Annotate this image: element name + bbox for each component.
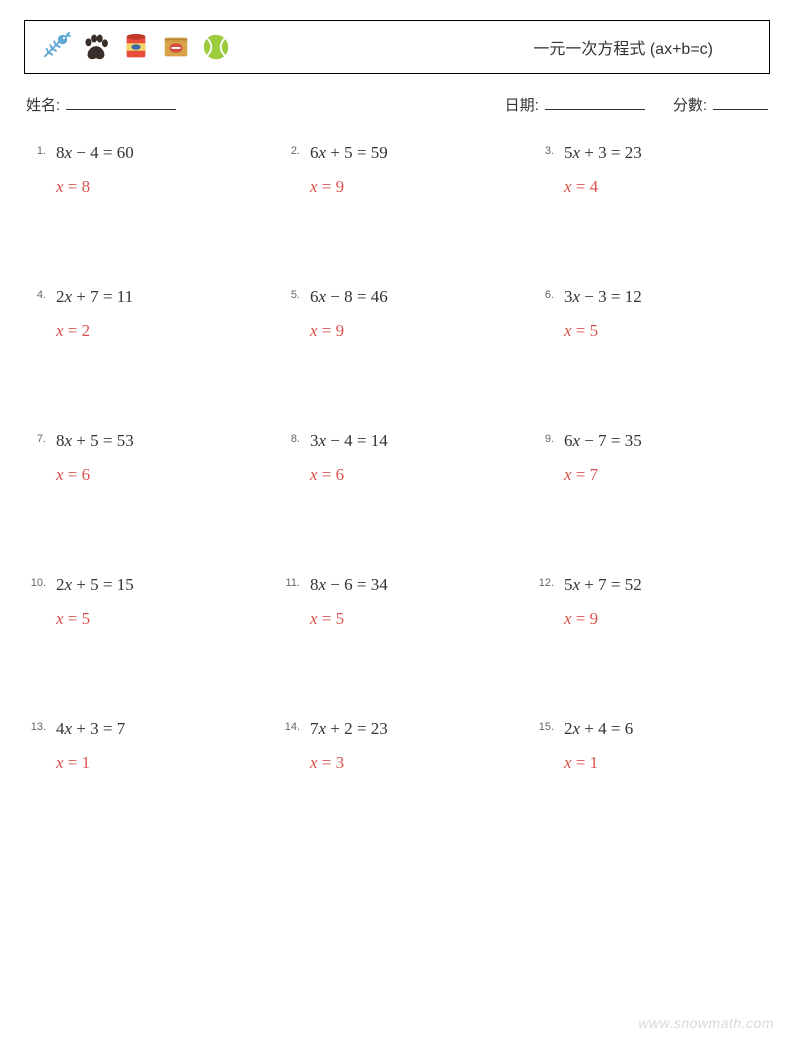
watermark: www.snowmath.com: [638, 1015, 774, 1031]
problem-equation: 7x + 2 = 23: [310, 719, 388, 739]
problem-content: 2x + 4 = 6 x = 1: [564, 719, 633, 773]
date-blank: [545, 96, 645, 110]
problem-item: 10. 2x + 5 = 15 x = 5: [26, 575, 260, 629]
problem-item: 9. 6x − 7 = 35 x = 7: [534, 431, 768, 485]
problem-number: 5.: [280, 287, 300, 301]
problem-content: 8x − 6 = 34 x = 5: [310, 575, 388, 629]
problem-answer: x = 7: [564, 465, 642, 485]
problem-equation: 6x − 7 = 35: [564, 431, 642, 451]
problem-answer: x = 8: [56, 177, 134, 197]
problem-answer: x = 1: [56, 753, 125, 773]
problem-item: 2. 6x + 5 = 59 x = 9: [280, 143, 514, 197]
problem-equation: 2x + 5 = 15: [56, 575, 134, 595]
problem-answer: x = 5: [564, 321, 642, 341]
problem-answer: x = 4: [564, 177, 642, 197]
problem-content: 2x + 5 = 15 x = 5: [56, 575, 134, 629]
problem-content: 5x + 3 = 23 x = 4: [564, 143, 642, 197]
problem-equation: 8x − 6 = 34: [310, 575, 388, 595]
problem-number: 6.: [534, 287, 554, 301]
problem-equation: 8x − 4 = 60: [56, 143, 134, 163]
info-row: 姓名: 日期: 分數:: [24, 94, 770, 115]
problem-item: 7. 8x + 5 = 53 x = 6: [26, 431, 260, 485]
problem-number: 11.: [280, 575, 300, 589]
problem-equation: 6x − 8 = 46: [310, 287, 388, 307]
problem-item: 14. 7x + 2 = 23 x = 3: [280, 719, 514, 773]
tennis-ball-icon: [201, 32, 231, 62]
score-blank: [713, 96, 768, 110]
problem-number: 4.: [26, 287, 46, 301]
problem-content: 6x − 8 = 46 x = 9: [310, 287, 388, 341]
problem-content: 6x − 7 = 35 x = 7: [564, 431, 642, 485]
problem-content: 8x + 5 = 53 x = 6: [56, 431, 134, 485]
problem-content: 3x − 4 = 14 x = 6: [310, 431, 388, 485]
problem-answer: x = 9: [564, 609, 642, 629]
problems-grid: 1. 8x − 4 = 60 x = 8 2. 6x + 5 = 59 x = 9 3. 5x…: [24, 143, 770, 773]
problem-content: 7x + 2 = 23 x = 3: [310, 719, 388, 773]
problem-equation: 3x − 4 = 14: [310, 431, 388, 451]
problem-answer: x = 5: [56, 609, 134, 629]
problem-equation: 5x + 3 = 23: [564, 143, 642, 163]
problem-item: 1. 8x − 4 = 60 x = 8: [26, 143, 260, 197]
date-label: 日期:: [505, 94, 539, 115]
problem-content: 6x + 5 = 59 x = 9: [310, 143, 388, 197]
problem-number: 14.: [280, 719, 300, 733]
problem-item: 13. 4x + 3 = 7 x = 1: [26, 719, 260, 773]
problem-number: 15.: [534, 719, 554, 733]
can-icon: [121, 32, 151, 62]
problem-equation: 4x + 3 = 7: [56, 719, 125, 739]
fish-bone-icon: [41, 32, 71, 62]
score-label: 分數:: [673, 94, 707, 115]
name-label: 姓名:: [26, 94, 60, 115]
worksheet-page: 一元一次方程式 (ax+b=c) 姓名: 日期: 分數: 1. 8x − 4 = …: [0, 0, 794, 793]
problem-answer: x = 9: [310, 321, 388, 341]
problem-number: 10.: [26, 575, 46, 589]
problem-item: 5. 6x − 8 = 46 x = 9: [280, 287, 514, 341]
problem-item: 15. 2x + 4 = 6 x = 1: [534, 719, 768, 773]
worksheet-title: 一元一次方程式 (ax+b=c): [533, 35, 753, 59]
problem-content: 4x + 3 = 7 x = 1: [56, 719, 125, 773]
problem-answer: x = 5: [310, 609, 388, 629]
problem-item: 3. 5x + 3 = 23 x = 4: [534, 143, 768, 197]
problem-number: 7.: [26, 431, 46, 445]
problem-equation: 5x + 7 = 52: [564, 575, 642, 595]
problem-equation: 2x + 7 = 11: [56, 287, 133, 307]
date-score-fields: 日期: 分數:: [505, 94, 768, 115]
problem-answer: x = 1: [564, 753, 633, 773]
problem-content: 2x + 7 = 11 x = 2: [56, 287, 133, 341]
problem-answer: x = 6: [310, 465, 388, 485]
problem-item: 8. 3x − 4 = 14 x = 6: [280, 431, 514, 485]
header-box: 一元一次方程式 (ax+b=c): [24, 20, 770, 74]
problem-answer: x = 2: [56, 321, 133, 341]
problem-answer: x = 3: [310, 753, 388, 773]
name-field: 姓名:: [26, 94, 176, 115]
name-blank: [66, 96, 176, 110]
problem-equation: 8x + 5 = 53: [56, 431, 134, 451]
problem-number: 1.: [26, 143, 46, 157]
box-icon: [161, 32, 191, 62]
paw-icon: [81, 32, 111, 62]
problem-number: 13.: [26, 719, 46, 733]
problem-content: 3x − 3 = 12 x = 5: [564, 287, 642, 341]
problem-number: 8.: [280, 431, 300, 445]
problem-item: 6. 3x − 3 = 12 x = 5: [534, 287, 768, 341]
problem-equation: 2x + 4 = 6: [564, 719, 633, 739]
problem-answer: x = 9: [310, 177, 388, 197]
problem-number: 9.: [534, 431, 554, 445]
problem-equation: 3x − 3 = 12: [564, 287, 642, 307]
problem-answer: x = 6: [56, 465, 134, 485]
problem-content: 5x + 7 = 52 x = 9: [564, 575, 642, 629]
problem-content: 8x − 4 = 60 x = 8: [56, 143, 134, 197]
problem-item: 11. 8x − 6 = 34 x = 5: [280, 575, 514, 629]
header-icons: [41, 32, 231, 62]
problem-item: 4. 2x + 7 = 11 x = 2: [26, 287, 260, 341]
problem-number: 12.: [534, 575, 554, 589]
problem-item: 12. 5x + 7 = 52 x = 9: [534, 575, 768, 629]
problem-equation: 6x + 5 = 59: [310, 143, 388, 163]
problem-number: 3.: [534, 143, 554, 157]
problem-number: 2.: [280, 143, 300, 157]
